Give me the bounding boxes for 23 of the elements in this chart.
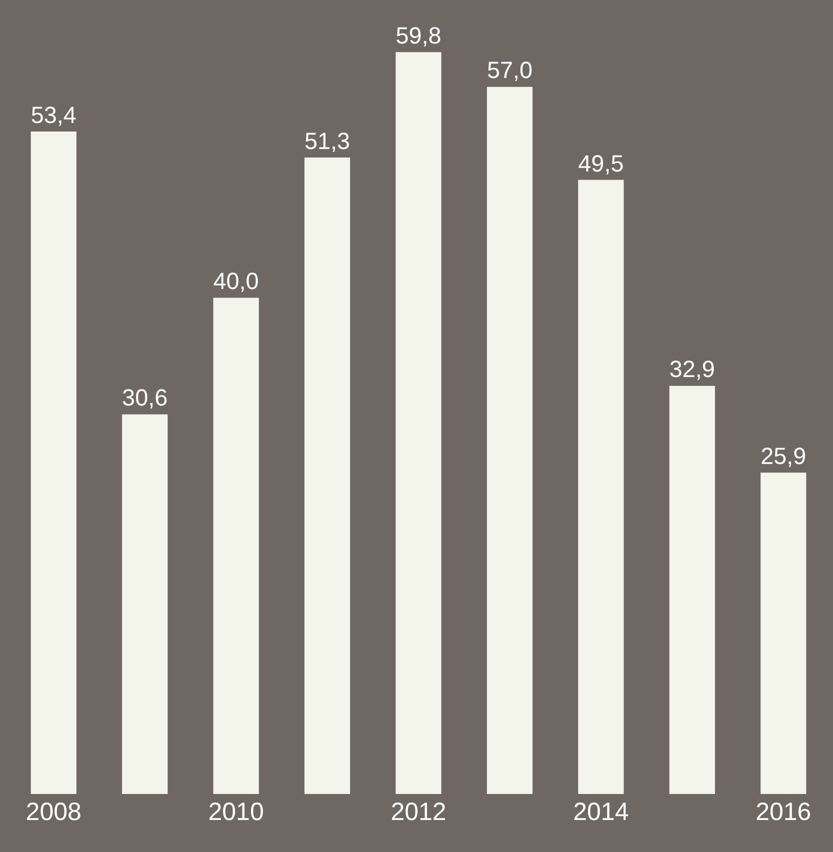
bar — [30, 132, 76, 794]
x-tick-label: 2016 — [756, 798, 812, 826]
bar — [486, 86, 533, 794]
data-label: 53,4 — [30, 102, 76, 128]
x-tick-label: 2014 — [573, 798, 629, 826]
data-label: 49,5 — [578, 150, 624, 176]
data-label: 32,9 — [669, 356, 715, 382]
data-label: 30,6 — [122, 384, 168, 411]
data-label: 57,0 — [486, 57, 533, 84]
bar — [213, 298, 259, 794]
bar — [122, 414, 168, 794]
bar — [578, 180, 624, 794]
data-label: 40,0 — [213, 268, 259, 294]
data-label: 59,8 — [396, 22, 442, 48]
bar — [304, 158, 350, 794]
bar — [760, 472, 806, 794]
data-label: 25,9 — [760, 443, 806, 470]
bar — [396, 52, 442, 794]
x-tick-label: 2008 — [26, 798, 82, 826]
bar — [669, 386, 715, 794]
x-tick-label: 2012 — [390, 798, 446, 826]
data-label: 51,3 — [304, 128, 350, 154]
x-tick-label: 2010 — [208, 798, 264, 826]
